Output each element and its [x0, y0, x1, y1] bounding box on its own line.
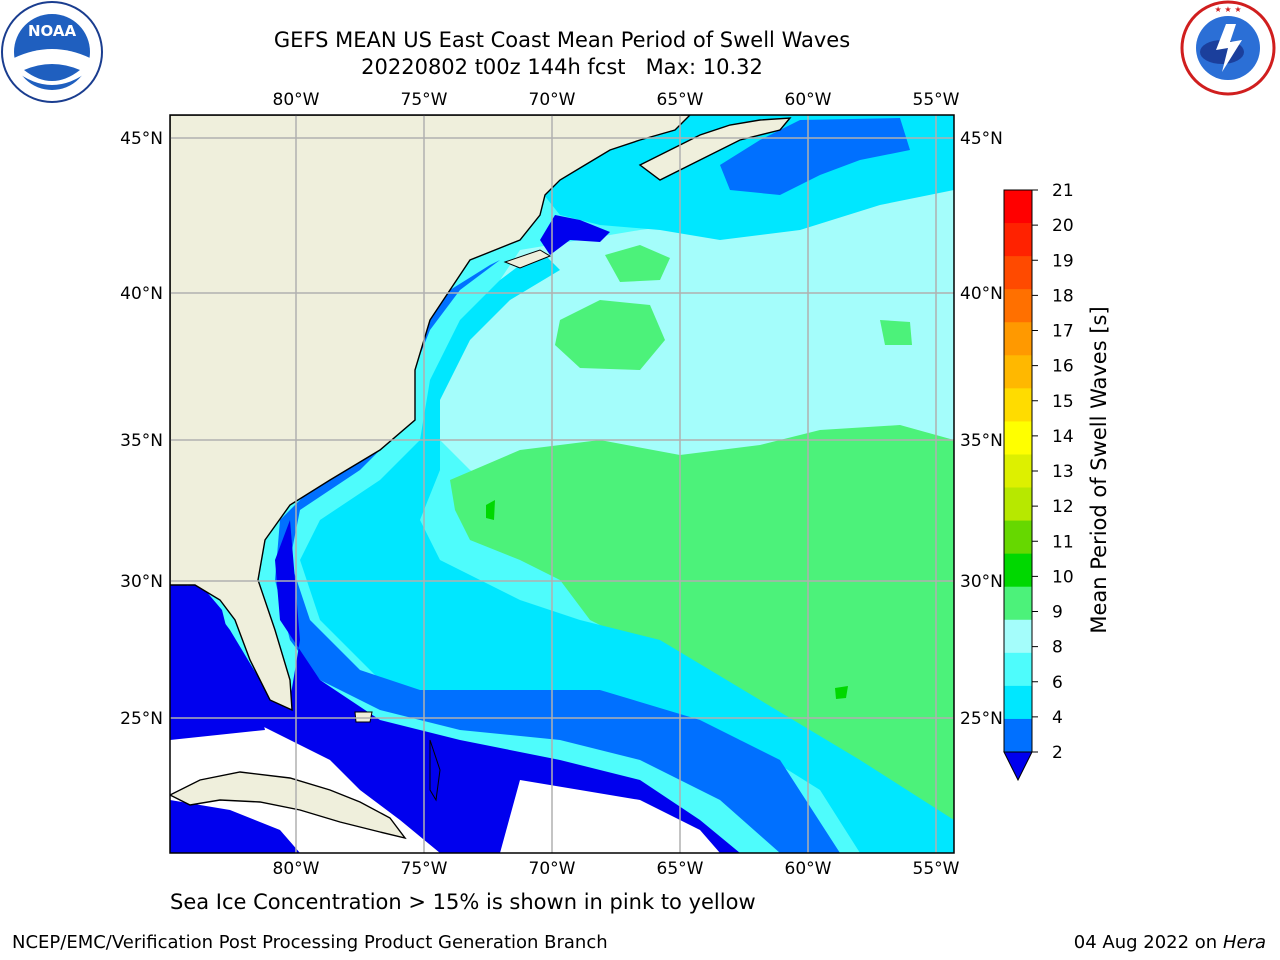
colorbar-tick-label: 12: [1052, 497, 1074, 517]
land-longisland: [503, 249, 552, 269]
lon-label-bottom: 65°W: [657, 859, 704, 879]
colorbar-tick-label: 10: [1052, 567, 1074, 587]
colorbar-tick-label: 4: [1052, 708, 1063, 728]
land-us: [170, 115, 691, 712]
colorbar-tick-label: 15: [1052, 392, 1074, 412]
land-cuba: [170, 771, 407, 840]
noaa-logo-text: NOAA: [28, 22, 77, 40]
colorbar-tick-label: 20: [1052, 216, 1074, 236]
colorbar-label: Mean Period of Swell Waves [s]: [1087, 306, 1111, 633]
colorbar-segment: [1004, 553, 1032, 588]
gridlines: [170, 115, 954, 853]
no-data-caribbean: [500, 780, 720, 853]
colorbar-tick-label: 9: [1052, 603, 1063, 623]
lon-label-top: 55°W: [913, 90, 960, 110]
lon-label-bottom: 60°W: [785, 859, 832, 879]
contour-10-11-dot1: [486, 500, 495, 520]
map-frame: [169, 114, 955, 854]
colorbar-tick-label: 2: [1052, 743, 1063, 763]
colorbar-tick-label: 21: [1052, 181, 1074, 201]
colorbar-segment: [1004, 586, 1032, 621]
land-novascotia: [638, 117, 792, 181]
chart-subtitle: 20220802 t00z 144h fcst Max: 10.32: [361, 55, 763, 79]
colorbar-tick-label: 18: [1052, 286, 1074, 306]
land-bahamas-1: [354, 711, 373, 723]
colorbar-tick-label: 8: [1052, 638, 1063, 658]
lon-label-bottom: 75°W: [401, 859, 448, 879]
colorbar-tick-label: 14: [1052, 427, 1074, 447]
credit-line: NCEP/EMC/Verification Post Processing Pr…: [12, 932, 608, 953]
lat-label-right: 40°N: [960, 284, 1003, 304]
contour-9-10-patch1: [555, 300, 665, 370]
lat-label-right: 30°N: [960, 572, 1003, 592]
colorbar-tick-label: 13: [1052, 462, 1074, 482]
date-line: 04 Aug 2022 on Hera: [1074, 932, 1266, 953]
colorbar-segment: [1004, 388, 1032, 422]
colorbar-segment: [1004, 190, 1032, 224]
colorbar-segment: [1004, 454, 1032, 489]
colorbar-segment: [1004, 322, 1032, 356]
sea-ice-note: Sea Ice Concentration > 15% is shown in …: [170, 890, 756, 914]
contour-10-11-dot2: [835, 686, 848, 699]
contour-4-6-coast: [300, 250, 954, 853]
lon-label-top: 65°W: [657, 90, 704, 110]
nws-logo: ★ ★ ★: [1180, 0, 1276, 96]
colorbar-segment: [1004, 652, 1032, 687]
lon-label-top: 75°W: [401, 90, 448, 110]
contour-9-10-main: [450, 425, 954, 840]
colorbar-segment: [1004, 289, 1032, 323]
colorbar-extend-arrow: [1003, 751, 1033, 782]
colorbar-tick-label: 6: [1052, 673, 1063, 693]
lat-label-right: 25°N: [960, 709, 1003, 729]
lat-label-left: 35°N: [120, 431, 163, 451]
colorbar-segment: [1004, 718, 1032, 753]
lat-labels-left: 45°N 40°N 35°N 30°N 25°N: [120, 129, 163, 729]
colorbar-segment: [1004, 619, 1032, 654]
lon-labels-top: 80°W 75°W 70°W 65°W 60°W 55°W: [273, 90, 960, 110]
lon-label-bottom: 70°W: [529, 859, 576, 879]
colorbar-segment: [1004, 223, 1032, 257]
lat-label-right: 35°N: [960, 431, 1003, 451]
colorbar-segment: [1004, 487, 1032, 522]
contour-0-2-gulfmaine: [540, 215, 610, 255]
land-bahamas-2: [429, 739, 441, 802]
colorbar-tick-label: 16: [1052, 357, 1074, 377]
colorbar-tick-label: 11: [1052, 532, 1074, 552]
colorbar-segment: [1004, 256, 1032, 290]
lon-label-top: 70°W: [529, 90, 576, 110]
contour-0-2-gulf: [170, 584, 265, 740]
colorbar-segment: [1004, 685, 1032, 720]
lat-label-left: 25°N: [120, 709, 163, 729]
colorbar-tick-label: 17: [1052, 322, 1074, 342]
chart-title: GEFS MEAN US East Coast Mean Period of S…: [273, 28, 851, 52]
lat-label-right: 45°N: [960, 129, 1003, 149]
contour-2-4-coast: [275, 260, 840, 853]
colorbar-segment: [1004, 355, 1032, 389]
lat-label-left: 30°N: [120, 572, 163, 592]
lon-label-bottom: 80°W: [273, 859, 320, 879]
svg-text:★ ★ ★: ★ ★ ★: [1214, 5, 1241, 14]
host-name: Hera: [1222, 932, 1266, 953]
lat-labels-right: 45°N 40°N 35°N 30°N 25°N: [960, 129, 1003, 729]
colorbar-segment: [1004, 520, 1032, 555]
map-area: [170, 115, 954, 853]
date-text: 04 Aug 2022 on: [1073, 932, 1218, 953]
colorbar: 21 20 19 18 17 16 15 14 13 12 11 10 9 8 6 4 2: [1003, 181, 1074, 782]
lat-label-left: 45°N: [120, 129, 163, 149]
lon-label-top: 80°W: [273, 90, 320, 110]
lon-label-top: 60°W: [785, 90, 832, 110]
lon-label-bottom: 55°W: [913, 859, 960, 879]
contour-9-10-patch3: [880, 320, 912, 345]
lat-label-left: 40°N: [120, 284, 163, 304]
colorbar-tick-label: 19: [1052, 251, 1074, 271]
noaa-logo: NOAA: [1, 1, 103, 103]
contour-9-10-patch2: [605, 245, 670, 282]
colorbar-segment: [1004, 421, 1032, 455]
lon-labels-bottom: 80°W 75°W 70°W 65°W 60°W 55°W: [273, 859, 960, 879]
contour-0-2-cuba-south: [170, 800, 300, 853]
